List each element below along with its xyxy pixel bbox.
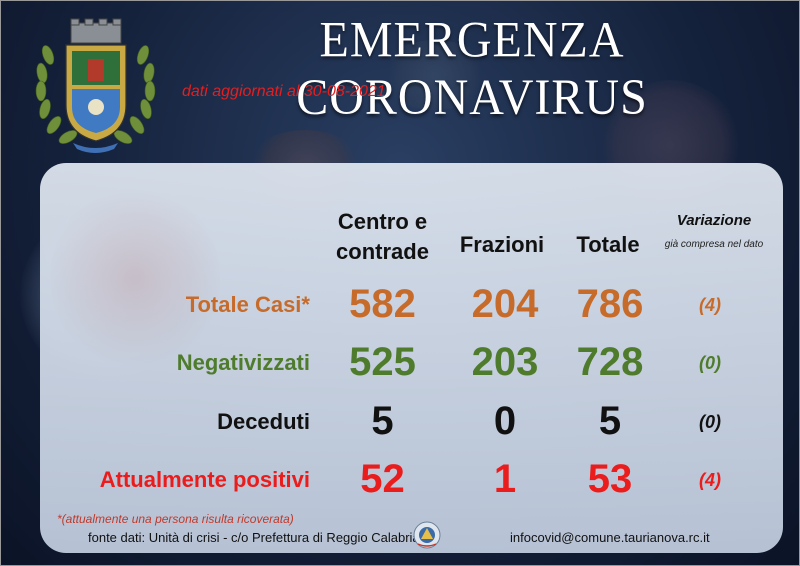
value-centro: 525	[349, 340, 416, 384]
column-header-variazione: Variazione	[676, 212, 752, 229]
row-label-attualmente-positivi: Attualmente positivi	[99, 467, 310, 492]
value-centro: 52	[360, 457, 405, 501]
value-totale: 786	[576, 282, 644, 326]
value-totale: 53	[587, 457, 633, 501]
virus-decoration	[50, 183, 220, 373]
value-totale: 728	[576, 340, 644, 384]
virus-decoration	[380, 40, 490, 110]
row-label-negativizzati: Negativizzati	[176, 350, 310, 375]
contact-email: infocovid@comune.taurianova.rc.it	[510, 530, 710, 545]
prefettura-logo-icon	[413, 521, 441, 549]
data-source: fonte dati: Unità di crisi - c/o Prefett…	[88, 530, 420, 545]
stats-panel	[40, 163, 783, 553]
value-variazione: (0)	[699, 353, 721, 373]
value-variazione: (4)	[699, 295, 721, 315]
variazione-note: già compresa nel dato	[664, 239, 764, 250]
value-frazioni: 203	[471, 340, 539, 384]
column-header-totale: Totale	[576, 232, 640, 257]
column-header-frazioni: Frazioni	[459, 232, 545, 257]
value-frazioni: 204	[471, 282, 539, 326]
footnote: *(attualmente una persona risulta ricove…	[57, 512, 294, 526]
value-variazione: (4)	[699, 470, 721, 490]
municipal-crest-icon	[35, 18, 156, 153]
update-date: dati aggiornati al 30-08-2021	[182, 83, 386, 100]
value-totale: 5	[598, 399, 622, 443]
page-title: EMERGENZA CORONAVIRUS	[296, 12, 648, 126]
value-centro: 5	[371, 399, 394, 443]
column-header-centro: Centro e contrade	[336, 209, 429, 264]
row-label-deceduti: Deceduti	[217, 409, 310, 434]
value-frazioni: 1	[493, 457, 517, 501]
row-label-totale-casi: Totale Casi*	[185, 292, 310, 317]
value-variazione: (0)	[699, 412, 721, 432]
value-frazioni: 0	[493, 399, 517, 443]
value-centro: 582	[349, 282, 416, 326]
